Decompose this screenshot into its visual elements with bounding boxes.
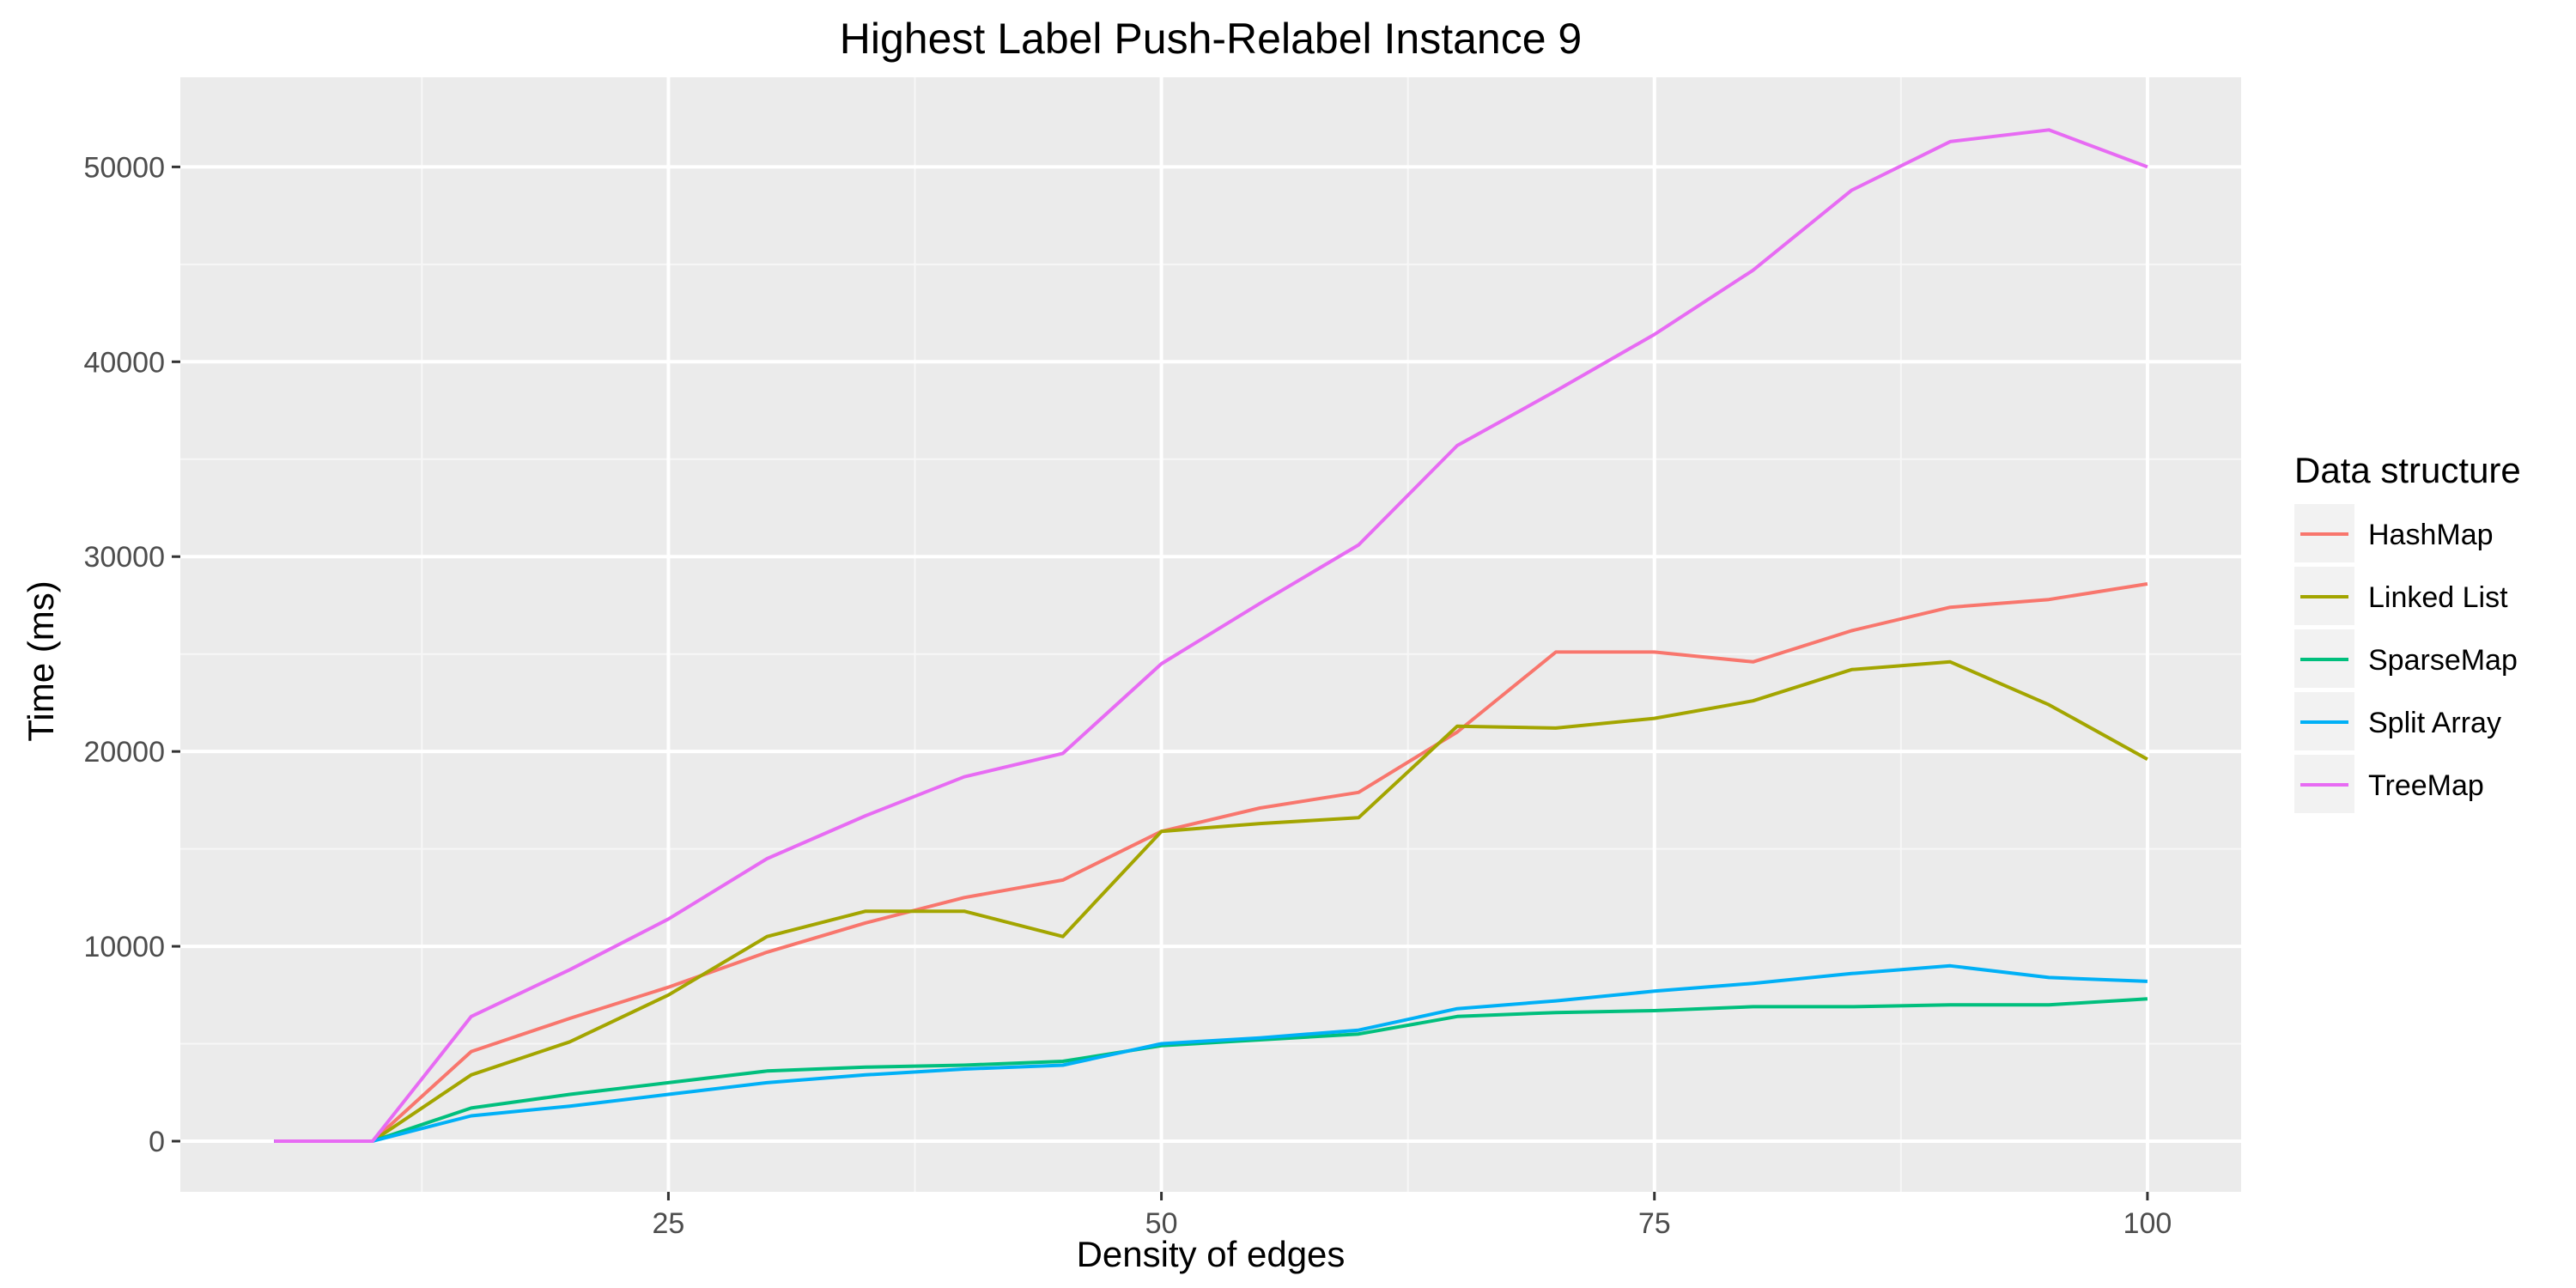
plot-area (180, 77, 2241, 1192)
x-tick-label: 75 (1638, 1207, 1671, 1240)
legend-item-treemap: TreeMap (2294, 755, 2484, 813)
legend-item-split-array: Split Array (2294, 692, 2501, 750)
legend-items: HashMap Linked List SparseMap Split Array Tr… (2294, 504, 2518, 813)
y-tick-label: 20000 (83, 736, 165, 769)
y-tick-label: 0 (149, 1126, 165, 1158)
legend-title: Data structure (2294, 450, 2521, 490)
series-lines (274, 128, 2148, 1143)
legend-item-sparsemap: SparseMap (2294, 629, 2518, 688)
y-axis: 0 10000 20000 30000 40000 50000 (83, 151, 180, 1158)
x-axis: 25 50 75 100 (653, 1192, 2172, 1240)
series-line-sparsemap (274, 997, 2148, 1143)
legend-item-hashmap: HashMap (2294, 504, 2494, 562)
x-axis-title: Density of edges (1077, 1234, 1346, 1274)
y-tick-label: 30000 (83, 541, 165, 574)
y-axis-title: Time (ms) (21, 580, 61, 741)
series-line-split-array (274, 963, 2148, 1143)
series-line-hashmap (274, 582, 2148, 1143)
legend-item-linked-list: Linked List (2294, 567, 2508, 625)
legend-label: Split Array (2368, 707, 2501, 739)
y-tick-label: 40000 (83, 346, 165, 379)
x-tick-label: 25 (653, 1207, 685, 1240)
y-tick-label: 10000 (83, 931, 165, 963)
legend-label: HashMap (2368, 519, 2494, 551)
x-tick-label: 50 (1145, 1207, 1178, 1240)
x-tick-label: 100 (2123, 1207, 2172, 1240)
legend-label: TreeMap (2368, 769, 2484, 802)
legend-label: SparseMap (2368, 644, 2518, 677)
series-line-linked-list (274, 659, 2148, 1143)
series-line-treemap (274, 128, 2148, 1143)
legend-label: Linked List (2368, 581, 2508, 614)
y-tick-label: 50000 (83, 151, 165, 184)
legend: Data structure HashMap Linked List SparseM… (2294, 450, 2521, 813)
chart-title: Highest Label Push-Relabel Instance 9 (840, 15, 1582, 63)
